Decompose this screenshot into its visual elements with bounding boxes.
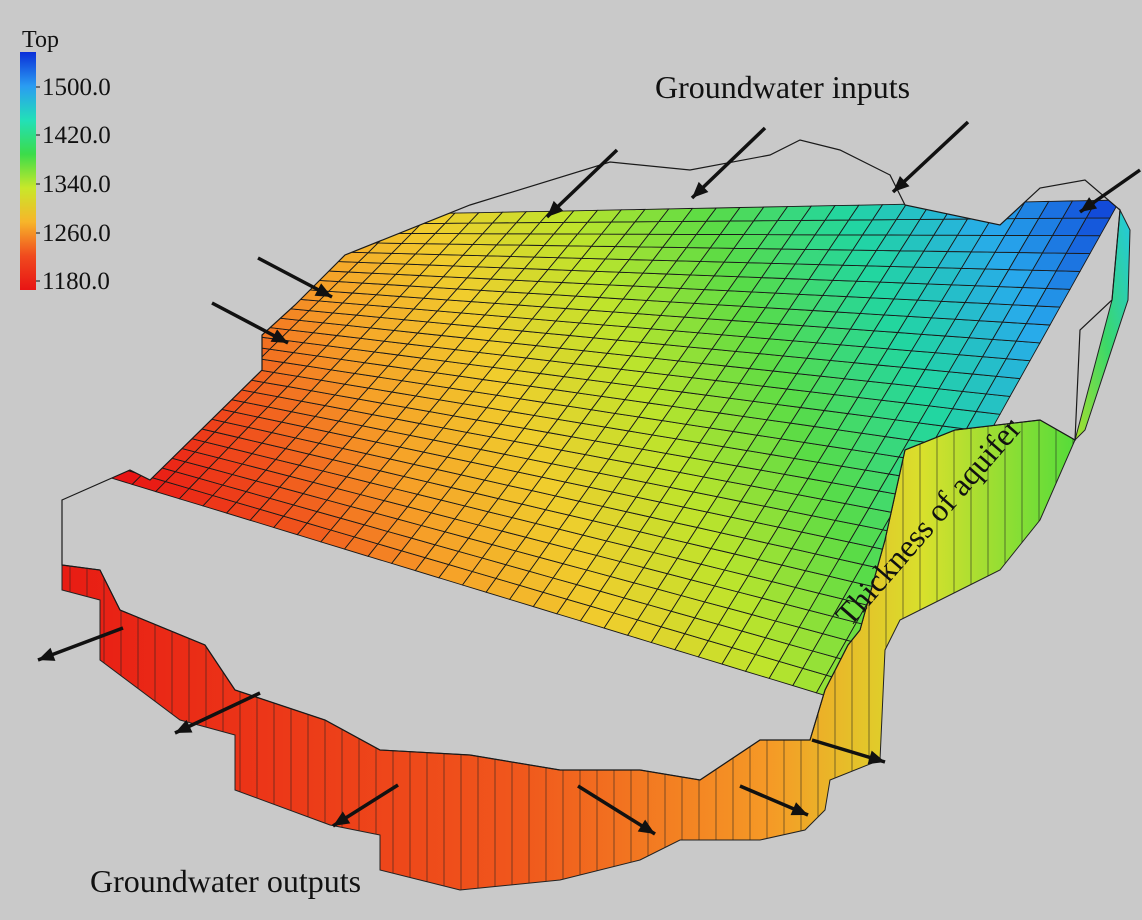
mesh-cell — [166, 411, 202, 427]
output-arrow — [739, 784, 809, 817]
mesh-cell — [162, 387, 198, 403]
mesh-cell — [103, 442, 139, 459]
input-arrow — [1078, 168, 1142, 214]
mesh-cell — [211, 342, 248, 356]
legend-tick-label: 1420.0 — [42, 122, 111, 149]
mesh-cell — [225, 354, 261, 369]
mesh-cell — [127, 448, 163, 466]
groundwater-outputs-label: Groundwater outputs — [90, 863, 361, 899]
mesh-cell — [137, 439, 173, 456]
mesh-cell — [152, 396, 189, 412]
output-arrow — [811, 738, 886, 765]
legend-colorbar — [20, 52, 36, 290]
output-arrow — [577, 784, 656, 836]
mesh-cell — [221, 332, 257, 347]
input-arrow — [891, 120, 970, 194]
mesh-cell — [172, 378, 208, 394]
legend-tick-label: 1340.0 — [42, 171, 111, 198]
mesh-cell — [182, 369, 218, 384]
output-arrow — [174, 691, 261, 735]
mesh-cell — [250, 305, 287, 319]
mesh-cell — [196, 382, 232, 398]
mesh-cell — [270, 287, 307, 300]
input-arrow — [257, 256, 333, 299]
mesh-cell — [260, 296, 297, 309]
mesh-cell — [329, 232, 366, 244]
mesh-cell — [192, 360, 228, 375]
legend-tick-label: 1500.0 — [42, 74, 111, 101]
legend-tick-label: 1180.0 — [42, 268, 110, 295]
input-arrow — [545, 148, 619, 219]
mesh-cell — [93, 451, 130, 469]
top-surface-cells — [84, 199, 1120, 701]
color-legend: Top 1500.0 1420.0 1340.0 1260.0 1180.0 — [20, 27, 111, 295]
groundwater-inputs-label: Groundwater inputs — [655, 69, 910, 105]
mesh-cell — [147, 429, 183, 447]
mesh-cell — [84, 460, 120, 478]
mesh-cell — [123, 424, 159, 441]
mesh-cell — [349, 214, 385, 225]
mesh-cell — [300, 260, 336, 272]
legend-tick-labels: 1500.0 1420.0 1340.0 1260.0 1180.0 — [36, 74, 111, 295]
mesh-cell — [186, 392, 222, 408]
mesh-cell — [205, 373, 242, 389]
output-arrow — [332, 783, 399, 828]
legend-title: Top — [22, 27, 59, 53]
input-arrow — [211, 301, 289, 345]
mesh-cell — [156, 420, 193, 437]
mesh-cell — [201, 351, 238, 366]
mesh-cell — [113, 433, 149, 450]
output-arrow — [37, 626, 124, 662]
mesh-cell — [176, 401, 212, 418]
mesh-cell — [339, 223, 376, 234]
top-surface-outline — [61, 139, 1121, 781]
mesh-cell — [362, 223, 399, 234]
flow-arrows — [37, 120, 1142, 836]
mesh-cell — [133, 414, 169, 431]
mesh-cell — [372, 213, 409, 225]
mesh-cell — [319, 241, 356, 253]
aquifer-top-surface — [61, 139, 1121, 781]
mesh-cell — [215, 364, 252, 379]
mesh-cell — [142, 405, 179, 422]
input-arrow — [690, 126, 767, 200]
mesh-cell — [966, 201, 1003, 220]
legend-tick-label: 1260.0 — [42, 220, 111, 247]
